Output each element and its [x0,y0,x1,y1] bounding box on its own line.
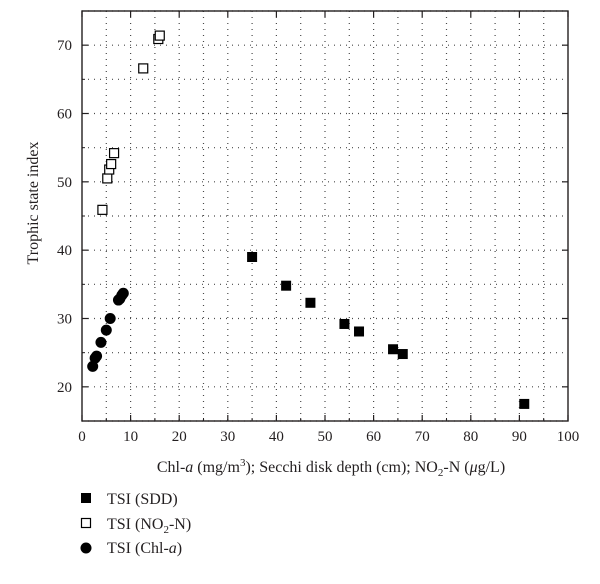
x-axis-title-mu: μ [469,459,478,476]
x-tick-label: 20 [172,429,187,445]
point-tsi-sdd [519,398,530,409]
y-tick-label: 20 [57,380,72,396]
x-axis-title-part: -N ( [443,459,469,476]
x-axis-title-superscript: 3 [240,457,246,469]
legend-label-part: -N) [169,516,191,533]
point-tsi-chla [117,287,129,299]
point-tsi-sdd [281,280,292,291]
x-axis-title-part: g/L) [478,459,506,476]
y-tick-label: 70 [57,38,72,54]
grid [82,10,568,422]
point-tsi-sdd [247,252,258,262]
x-tick-label: 90 [512,429,527,445]
axis-ticks [81,10,569,422]
legend-label-part: ) [177,540,182,557]
x-axis-tick-labels: 0 10 20 30 40 50 60 70 80 90 100 [78,429,579,445]
y-tick-label: 60 [57,107,72,123]
point-tsi-sdd [354,326,365,337]
x-axis-title-italic-a: a [185,459,193,476]
point-tsi-chla [91,350,103,362]
legend-label-chla: TSI (Chl-a) [107,540,182,557]
legend-marker-open-square [80,517,92,529]
x-axis-title-subscript: 2 [438,467,444,479]
point-tsi-sdd [388,344,399,355]
legend-label-part: TSI (Chl- [107,540,169,557]
y-tick-label: 50 [57,175,72,191]
point-tsi-no2n [106,158,117,170]
legend-label-part: TSI (NO [107,516,163,533]
x-tick-label: 40 [269,429,284,445]
legend-label-italic: a [169,540,177,557]
point-tsi-chla [100,324,112,336]
point-tsi-no2n [138,63,149,74]
point-tsi-sdd [397,349,408,360]
point-tsi-chla [104,313,116,324]
y-tick-label: 30 [57,312,72,328]
point-tsi-sdd [305,297,316,308]
x-tick-label: 10 [123,429,138,445]
legend: TSI (SDD) TSI (NO2-N) TSI (Chl-a) [80,491,191,557]
point-tsi-sdd [339,318,350,329]
point-tsi-no2n [108,148,120,159]
x-tick-label: 100 [557,429,580,445]
x-axis-title-part: ); Secchi disk depth (cm); NO [245,459,437,476]
x-tick-label: 70 [415,429,430,445]
legend-label-subscript: 2 [163,524,169,536]
y-axis-title: Trophic state index [25,142,42,265]
data-points [87,30,530,409]
point-tsi-no2n [102,173,113,184]
x-tick-label: 60 [366,429,381,445]
x-axis-title: Chl-a (mg/m3); Secchi disk depth (cm); N… [157,457,505,479]
legend-marker-filled-square [81,493,91,503]
point-tsi-no2n [154,30,165,41]
legend-label-sdd: TSI (SDD) [107,491,178,508]
y-axis-tick-labels: 20 30 40 50 60 70 [57,38,72,396]
x-tick-label: 50 [318,429,333,445]
x-tick-label: 0 [78,429,86,445]
x-axis-title-part: Chl- [157,459,185,476]
legend-marker-filled-circle [80,542,92,554]
x-tick-label: 30 [220,429,235,445]
legend-label-no2n: TSI (NO2-N) [107,516,191,536]
x-axis-title-part: (mg/m [193,459,240,476]
x-tick-label: 80 [463,429,478,445]
point-tsi-chla [95,336,107,348]
point-tsi-no2n [97,204,108,215]
y-tick-label: 40 [57,243,72,259]
